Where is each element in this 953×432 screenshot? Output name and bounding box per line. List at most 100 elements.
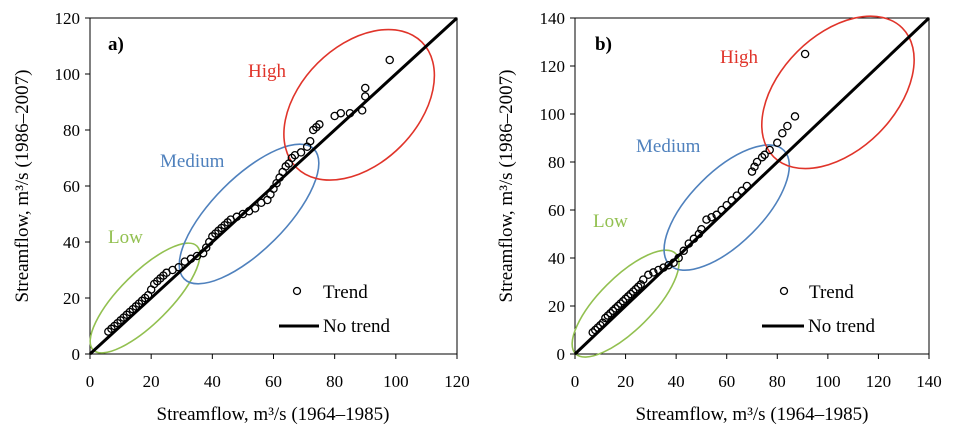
x-tick-label: 120	[866, 372, 892, 391]
data-point	[613, 301, 623, 311]
data-point	[654, 265, 663, 275]
data-point	[712, 210, 721, 220]
data-point	[631, 284, 640, 294]
data-point	[616, 299, 625, 308]
x-tick-label: 40	[204, 372, 221, 391]
x-tick-label: 40	[668, 372, 685, 391]
data-point	[659, 263, 668, 272]
data-point	[606, 308, 615, 318]
legend-trend-marker	[779, 286, 789, 296]
zone-label-high: High	[720, 47, 759, 68]
no-trend-line	[573, 16, 931, 356]
data-point	[717, 205, 726, 215]
data-point	[633, 282, 643, 292]
data-point	[360, 83, 370, 93]
data-point	[800, 49, 810, 59]
x-tick-label: 20	[617, 372, 634, 391]
zone-label-medium: Medium	[636, 136, 701, 157]
y-tick-label: 100	[55, 65, 81, 84]
x-tick-label: 60	[265, 372, 282, 391]
data-point	[305, 136, 315, 146]
data-point	[603, 311, 613, 320]
data-point	[360, 92, 370, 101]
legend-no-trend-label: No trend	[323, 316, 391, 337]
region-ellipse-high	[761, 15, 915, 170]
data-point	[628, 287, 638, 296]
data-point	[345, 108, 355, 118]
data-point	[357, 106, 367, 115]
data-point	[684, 239, 694, 248]
data-point	[174, 262, 183, 272]
plot-frame-b	[574, 17, 930, 355]
data-point	[773, 138, 782, 148]
legend-trend-label: Trend	[809, 282, 854, 303]
data-point	[760, 150, 769, 160]
x-tick-label: 100	[383, 372, 409, 391]
data-point	[737, 186, 747, 196]
region-ellipse-high	[283, 28, 436, 181]
data-point	[250, 204, 260, 213]
data-point	[598, 318, 608, 328]
data-point	[621, 294, 630, 304]
data-point	[626, 289, 635, 299]
data-point	[674, 253, 683, 263]
legend-trend-marker	[292, 286, 302, 296]
data-point	[618, 296, 628, 306]
data-point	[315, 120, 324, 129]
x-tick-label: 80	[769, 372, 786, 391]
data-point	[679, 246, 688, 256]
data-point	[336, 108, 346, 118]
y-tick-label: 80	[548, 153, 565, 172]
y-tick-label: 40	[548, 249, 565, 268]
data-point	[778, 128, 787, 138]
x-axis-title: Streamflow, m³/s (1964–1985)	[636, 404, 869, 425]
data-point	[649, 268, 658, 277]
data-point	[296, 148, 306, 157]
data-point	[742, 181, 752, 191]
y-tick-label: 120	[540, 57, 566, 76]
data-point	[669, 258, 678, 268]
data-point	[601, 313, 610, 323]
x-tick-label: 80	[326, 372, 343, 391]
data-point	[765, 145, 774, 155]
data-point	[611, 304, 620, 313]
data-point	[732, 191, 742, 200]
data-point	[702, 215, 711, 224]
x-tick-label: 0	[86, 372, 95, 391]
data-point	[689, 234, 699, 244]
data-point	[790, 112, 800, 121]
data-point	[664, 260, 673, 270]
y-axis-title: Streamflow, m³/s (1986–2007)	[496, 70, 517, 303]
zone-label-low: Low	[108, 227, 143, 248]
panel-a: 0 20 40 60 80 100 120 0 20 40 60 80 100 120 Low Mediu…	[12, 9, 470, 425]
y-tick-label: 0	[72, 345, 81, 364]
data-point	[636, 280, 645, 289]
panel-label: a)	[108, 34, 124, 55]
panel-label: b)	[595, 34, 612, 55]
legend: Trend No trend	[762, 282, 876, 337]
data-point	[752, 157, 762, 167]
zone-label-high: High	[248, 61, 287, 82]
data-point	[385, 55, 394, 65]
y-tick-label: 100	[540, 105, 566, 124]
x-tick-label: 20	[143, 372, 160, 391]
data-point	[588, 328, 597, 337]
y-tick-label: 120	[55, 9, 81, 28]
y-tick-label: 40	[63, 233, 80, 252]
data-point	[596, 320, 605, 330]
panel-b: 0 20 40 60 80 100 120 140 0 20 40 60 80 100 120 140 Lo…	[496, 9, 942, 425]
data-point	[639, 275, 648, 284]
data-point	[644, 270, 653, 280]
y-axis-title: Streamflow, m³/s (1986–2007)	[12, 70, 33, 303]
x-tick-label: 100	[815, 372, 841, 391]
data-point	[747, 167, 757, 176]
data-point	[608, 306, 618, 316]
data-point	[722, 200, 731, 210]
x-tick-label: 140	[916, 372, 942, 391]
x-tick-label: 0	[571, 372, 580, 391]
legend-no-trend-label: No trend	[808, 316, 876, 337]
data-point	[750, 162, 759, 172]
legend: Trend No trend	[279, 282, 391, 337]
data-point	[783, 121, 792, 131]
